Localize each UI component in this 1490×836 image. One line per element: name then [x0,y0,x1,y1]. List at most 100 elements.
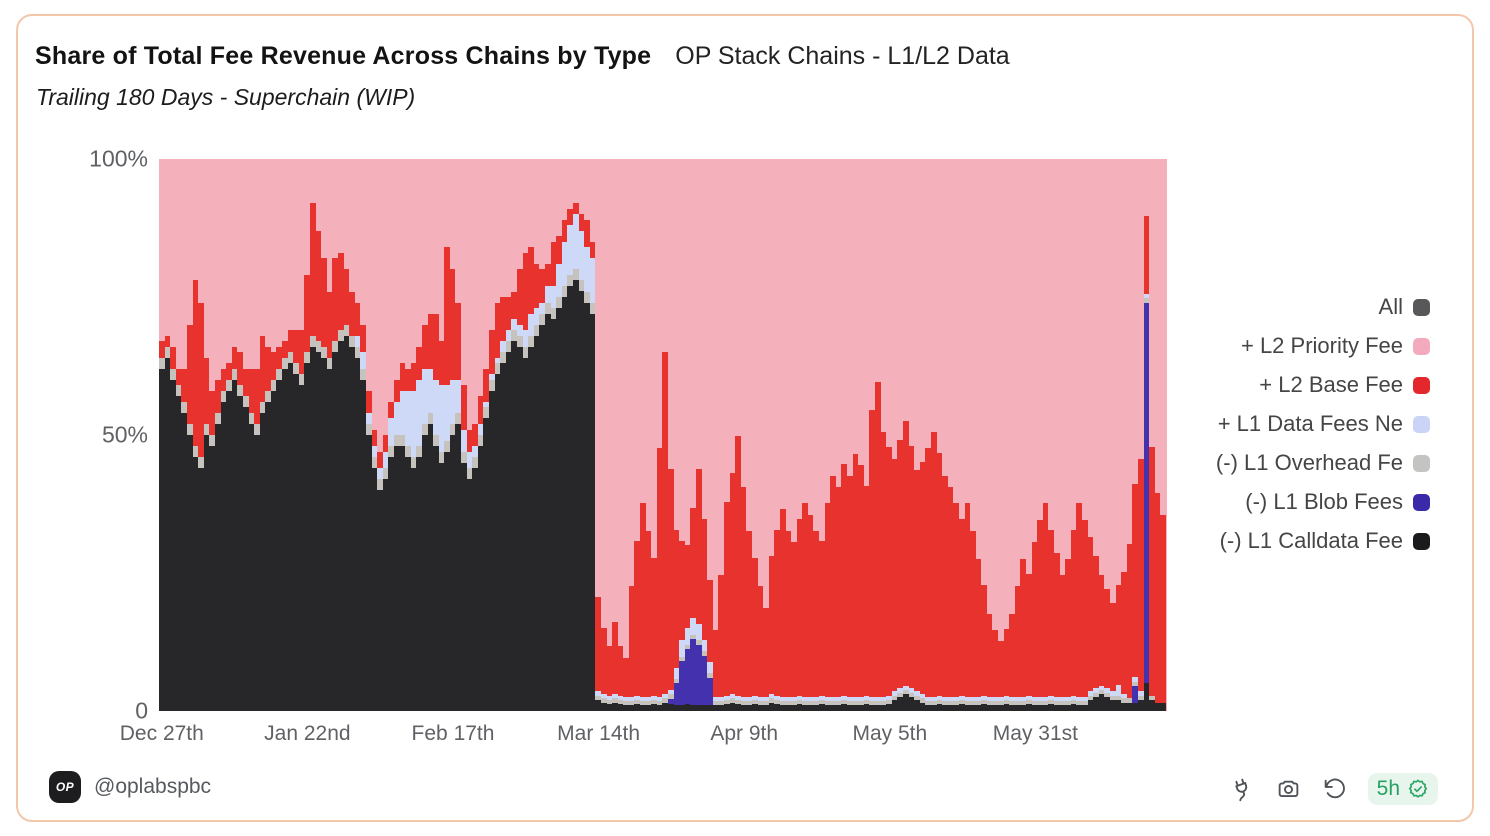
bar[interactable] [1048,159,1054,711]
author[interactable]: OP @oplabspbc [49,771,211,803]
bar[interactable] [863,159,870,711]
bar[interactable] [393,159,400,711]
bar[interactable] [729,159,736,711]
bar[interactable] [517,159,523,711]
bar[interactable] [226,159,232,711]
bar[interactable] [662,159,669,711]
bar[interactable] [326,159,333,711]
bar[interactable] [310,159,316,711]
bar[interactable] [830,159,836,711]
bar[interactable] [259,159,266,711]
bar[interactable] [343,159,350,711]
bar[interactable] [1098,159,1105,711]
bar[interactable] [1154,159,1161,711]
bar[interactable] [405,159,411,711]
bar[interactable] [964,159,971,711]
legend-item[interactable]: (-) L1 Overhead Fe [1216,448,1430,478]
bar[interactable] [421,159,428,711]
bar[interactable] [449,159,456,711]
bar[interactable] [455,159,462,711]
bar[interactable] [416,159,422,711]
bar[interactable] [444,159,450,711]
bar[interactable] [159,159,165,711]
bar[interactable] [500,159,506,711]
legend-item[interactable]: + L1 Data Fees Ne [1218,409,1430,439]
bar[interactable] [679,159,685,711]
bar[interactable] [1037,159,1043,711]
bar[interactable] [612,159,618,711]
bar[interactable] [214,159,221,711]
bar[interactable] [293,159,299,711]
bar[interactable] [858,159,864,711]
bar[interactable] [796,159,803,711]
bar[interactable] [265,159,271,711]
bar[interactable] [1076,159,1082,711]
bar[interactable] [936,159,943,711]
bar[interactable] [220,159,227,711]
bar[interactable] [354,159,361,711]
bar[interactable] [707,159,713,711]
bar[interactable] [953,159,959,711]
bar[interactable] [287,159,294,711]
bar[interactable] [696,159,702,711]
bar[interactable] [533,159,540,711]
bar[interactable] [606,159,613,711]
bar[interactable] [282,159,288,711]
bar[interactable] [908,159,915,711]
bar[interactable] [1132,159,1138,711]
bar[interactable] [600,159,607,711]
bar[interactable] [270,159,277,711]
bar[interactable] [1126,159,1133,711]
legend-item[interactable]: (-) L1 Blob Fees [1245,487,1430,517]
bar[interactable] [461,159,467,711]
bar[interactable] [746,159,752,711]
bar[interactable] [1009,159,1015,711]
bar[interactable] [835,159,842,711]
bar[interactable] [1115,159,1122,711]
bar[interactable] [1014,159,1021,711]
bar[interactable] [958,159,965,711]
bar[interactable] [578,159,585,711]
bar[interactable] [998,159,1004,711]
bar[interactable] [1109,159,1116,711]
bar[interactable] [891,159,898,711]
bar[interactable] [791,159,797,711]
bar[interactable] [690,159,696,711]
bar[interactable] [1042,159,1049,711]
bar[interactable] [1054,159,1060,711]
bar[interactable] [897,159,903,711]
bar[interactable] [595,159,601,711]
legend-item[interactable]: All [1379,292,1430,322]
bar[interactable] [981,159,987,711]
bar[interactable] [315,159,322,711]
bar[interactable] [1070,159,1077,711]
bar[interactable] [617,159,624,711]
bar[interactable] [1081,159,1088,711]
bar[interactable] [242,159,249,711]
bar[interactable] [779,159,786,711]
bar[interactable] [170,159,176,711]
bar[interactable] [640,159,646,711]
bar[interactable] [349,159,355,711]
bar[interactable] [886,159,892,711]
bar[interactable] [1160,159,1166,711]
bar[interactable] [209,159,215,711]
legend-item[interactable]: (-) L1 Calldata Fee [1220,526,1430,556]
bar[interactable] [483,159,490,711]
legend-item[interactable]: + L2 Priority Fee [1241,331,1430,361]
bar[interactable] [841,159,848,711]
bar[interactable] [494,159,501,711]
bar[interactable] [947,159,954,711]
bar[interactable] [1087,159,1094,711]
bar[interactable] [986,159,993,711]
bar[interactable] [544,159,551,711]
bar[interactable] [824,159,831,711]
bar[interactable] [1026,159,1032,711]
bar[interactable] [852,159,859,711]
bar[interactable] [561,159,568,711]
bar[interactable] [718,159,724,711]
bar[interactable] [919,159,926,711]
bar[interactable] [382,159,389,711]
bar[interactable] [321,159,327,711]
bar[interactable] [684,159,691,711]
